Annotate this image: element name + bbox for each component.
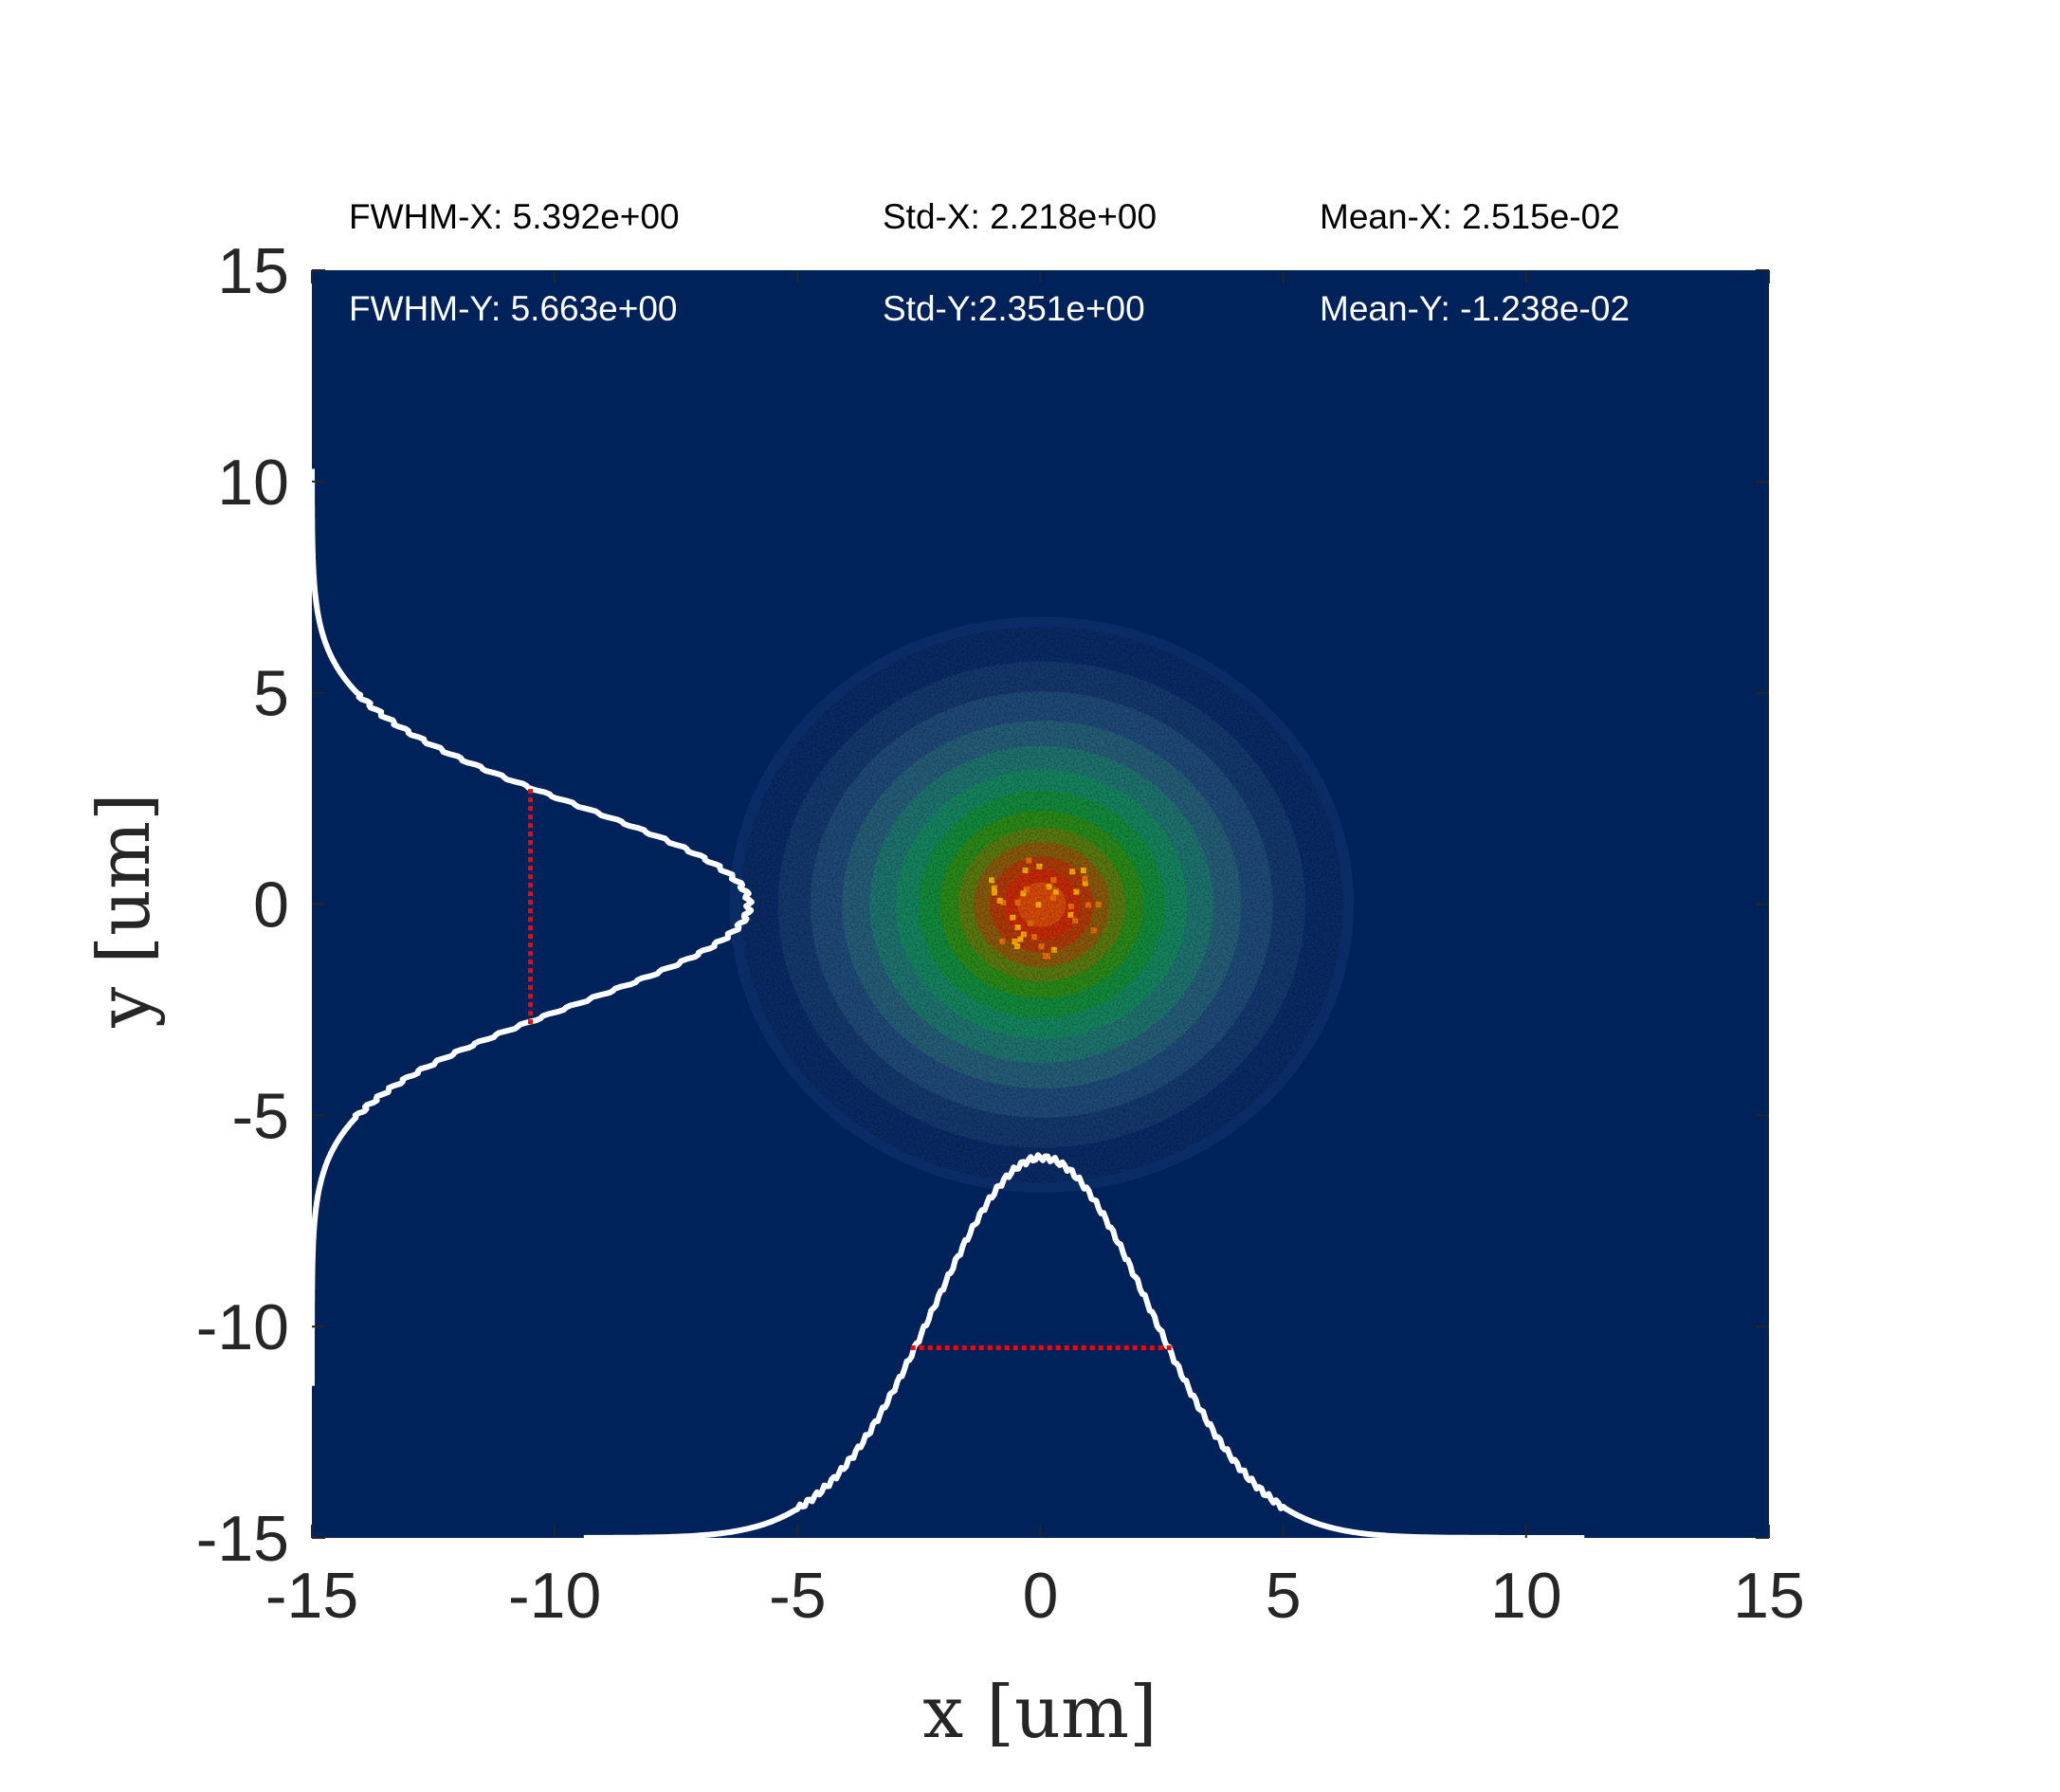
x-tick-label: 0 [1023, 1560, 1059, 1632]
y-axis-label: y [um] [82, 793, 166, 1028]
x-axis-label: x [um] [922, 1670, 1157, 1754]
x-tick-label: -10 [508, 1560, 601, 1632]
x-tick-label: 10 [1490, 1560, 1562, 1632]
x-tick-label: -15 [265, 1560, 358, 1632]
stat-std-y: Std-Y:2.351e+00 [883, 289, 1145, 328]
stat-fwhm-x: FWHM-X: 5.392e+00 [349, 197, 680, 236]
x-tick-label: 15 [1733, 1560, 1805, 1632]
stat-std-x: Std-X: 2.218e+00 [883, 197, 1157, 236]
stat-mean-x: Mean-X: 2.515e-02 [1320, 197, 1620, 236]
x-tick-label: -5 [769, 1560, 826, 1632]
y-tick-label: 5 [253, 658, 289, 730]
y-tick-label: 15 [217, 235, 289, 307]
stat-mean-y: Mean-Y: -1.238e-02 [1320, 289, 1630, 328]
y-tick-label: -10 [196, 1291, 289, 1363]
y-tick-label: 0 [253, 869, 289, 942]
x-tick-label: 5 [1266, 1560, 1302, 1632]
x-projection-profile [583, 1152, 1585, 1541]
x-tick-labels: -15 -10 -5 0 5 10 15 [265, 1560, 1805, 1632]
stat-fwhm-y: FWHM-Y: 5.663e+00 [349, 289, 678, 328]
y-projection-profile [309, 467, 755, 1387]
y-tick-label: -5 [232, 1080, 289, 1152]
y-tick-labels: -15 -10 -5 0 5 10 15 [196, 235, 289, 1575]
heatmap-speckle [739, 626, 1343, 1183]
axis-ticks [311, 269, 1770, 1539]
heatmap-speckle-mask [739, 626, 1343, 1183]
y-tick-label: -15 [196, 1503, 289, 1575]
y-tick-label: 10 [217, 447, 289, 519]
